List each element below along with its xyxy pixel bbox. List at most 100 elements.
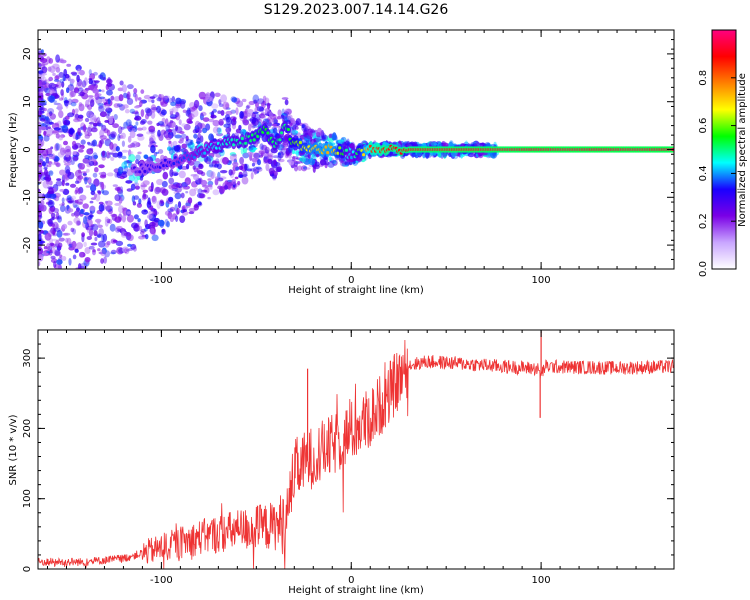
spectrogram-cell — [129, 126, 137, 131]
spectrogram-cell — [78, 149, 84, 153]
spectrogram-cell — [86, 148, 94, 155]
spectrogram-cell — [129, 108, 136, 114]
spectrogram-cell — [94, 92, 100, 100]
spectrogram-cell — [74, 199, 79, 204]
spectrogram-cell — [106, 82, 113, 87]
spectrogram-cell — [112, 123, 119, 129]
spectrogram-cell — [73, 118, 80, 123]
spectrogram-cell — [198, 91, 206, 100]
spectrogram-cell — [139, 176, 144, 181]
spectrogram-cell — [255, 167, 263, 173]
spectrogram-cell — [293, 150, 301, 155]
spectrogram-cell — [229, 152, 236, 157]
spectrogram-cell — [62, 223, 68, 230]
spectrogram-cell — [64, 121, 70, 126]
spectrogram-cell — [150, 104, 157, 113]
spectrogram-cell — [187, 197, 193, 204]
spectrogram-cell — [60, 89, 64, 96]
spectrogram-cell — [242, 118, 248, 124]
spectrogram-cell — [112, 152, 119, 158]
spectrogram-ridge-core — [336, 151, 340, 155]
spectrogram-cell — [56, 162, 60, 167]
spectrogram-cell — [208, 152, 215, 158]
spectrogram-cell — [49, 242, 55, 247]
spectrogram-cell — [93, 122, 98, 127]
spectrogram-cell — [252, 125, 259, 128]
spectrogram-cell — [149, 143, 156, 146]
spectrogram-cell — [247, 151, 254, 156]
spectrogram-cell — [241, 176, 249, 185]
spectrogram-cell — [43, 130, 47, 137]
spectrogram-ridge-core — [280, 131, 284, 135]
spectrogram-cell — [117, 151, 123, 159]
spectrogram-cell — [78, 102, 83, 107]
spectrogram-cell — [195, 127, 200, 133]
spectrogram-cell — [262, 95, 267, 103]
spectrogram-cell — [106, 151, 110, 159]
spectrogram-cell — [121, 155, 127, 160]
spectrogram-cell — [72, 254, 77, 260]
spectrogram-cell — [48, 206, 54, 215]
spectrogram-cell — [41, 66, 48, 74]
spectrogram-cell — [232, 161, 239, 167]
spectrogram-cell — [115, 227, 121, 233]
spectrogram-cell — [118, 94, 124, 102]
spectrogram-cell — [48, 88, 55, 95]
spectrogram-cell — [101, 181, 105, 190]
spectrogram-cell — [185, 138, 193, 146]
spectrogram-cell — [95, 193, 101, 202]
spectrogram-cell — [186, 143, 191, 148]
spectrogram-cell — [100, 249, 107, 257]
spectrogram-cell — [202, 127, 208, 134]
spectrogram-cell — [486, 142, 491, 147]
spectrogram-cell — [49, 221, 54, 225]
spectrogram-cell — [155, 158, 161, 163]
spectrogram-cell — [169, 120, 174, 124]
spectrogram-cell — [77, 175, 84, 180]
spectrogram-cell — [126, 234, 134, 242]
spectrogram-x-ticks: -100 0 100 — [46, 30, 675, 286]
spectrogram-cell — [67, 98, 73, 105]
spectrogram-cell — [195, 130, 199, 134]
spectrogram-cell — [84, 131, 90, 136]
spectrogram-cell — [89, 158, 97, 162]
spectrogram-cell — [207, 196, 211, 200]
spectrogram-cell — [67, 220, 73, 226]
spectrogram-ridge-core — [266, 131, 270, 135]
spectrogram-cell — [177, 201, 182, 209]
spectrogram-cell — [39, 89, 44, 96]
spectrogram-cell — [98, 172, 106, 176]
spectrogram-cell — [245, 105, 250, 110]
spectrogram-cell — [225, 103, 230, 109]
spectrogram-cell — [38, 53, 41, 58]
spectrogram-cell — [38, 248, 44, 255]
spectrogram-cell — [66, 195, 72, 201]
spectrogram-cell — [43, 246, 48, 250]
spectrogram-cell — [167, 122, 172, 129]
spectrogram-cell — [63, 68, 68, 77]
spectrogram-cell — [78, 163, 86, 170]
spectrogram-cell — [228, 122, 232, 132]
spectrogram-cell — [337, 139, 345, 144]
spectrogram-cell — [257, 98, 265, 105]
spectrogram-cell — [161, 229, 165, 233]
spectrogram-cell — [103, 256, 107, 264]
spectrogram-cell — [53, 127, 61, 131]
y-tick-label: -10 — [22, 189, 33, 205]
spectrogram-cell — [84, 177, 88, 185]
spectrogram-cell — [229, 153, 237, 162]
spectrogram-ridge-core — [244, 141, 248, 145]
spectrogram-cell — [53, 225, 60, 229]
spectrogram-cell — [59, 78, 64, 84]
spectrogram-cell — [53, 155, 59, 162]
spectrogram-cell — [328, 156, 332, 162]
spectrogram-cell — [121, 84, 127, 93]
spectrogram-cell — [145, 108, 153, 117]
spectrogram-cell — [98, 105, 105, 113]
spectrogram-cell — [46, 153, 54, 157]
spectrogram-cell — [38, 102, 42, 107]
spectrogram-cell — [49, 113, 56, 120]
spectrogram-cell — [121, 246, 129, 253]
spectrogram-cell — [87, 215, 93, 220]
spectrogram-cell — [192, 165, 196, 170]
